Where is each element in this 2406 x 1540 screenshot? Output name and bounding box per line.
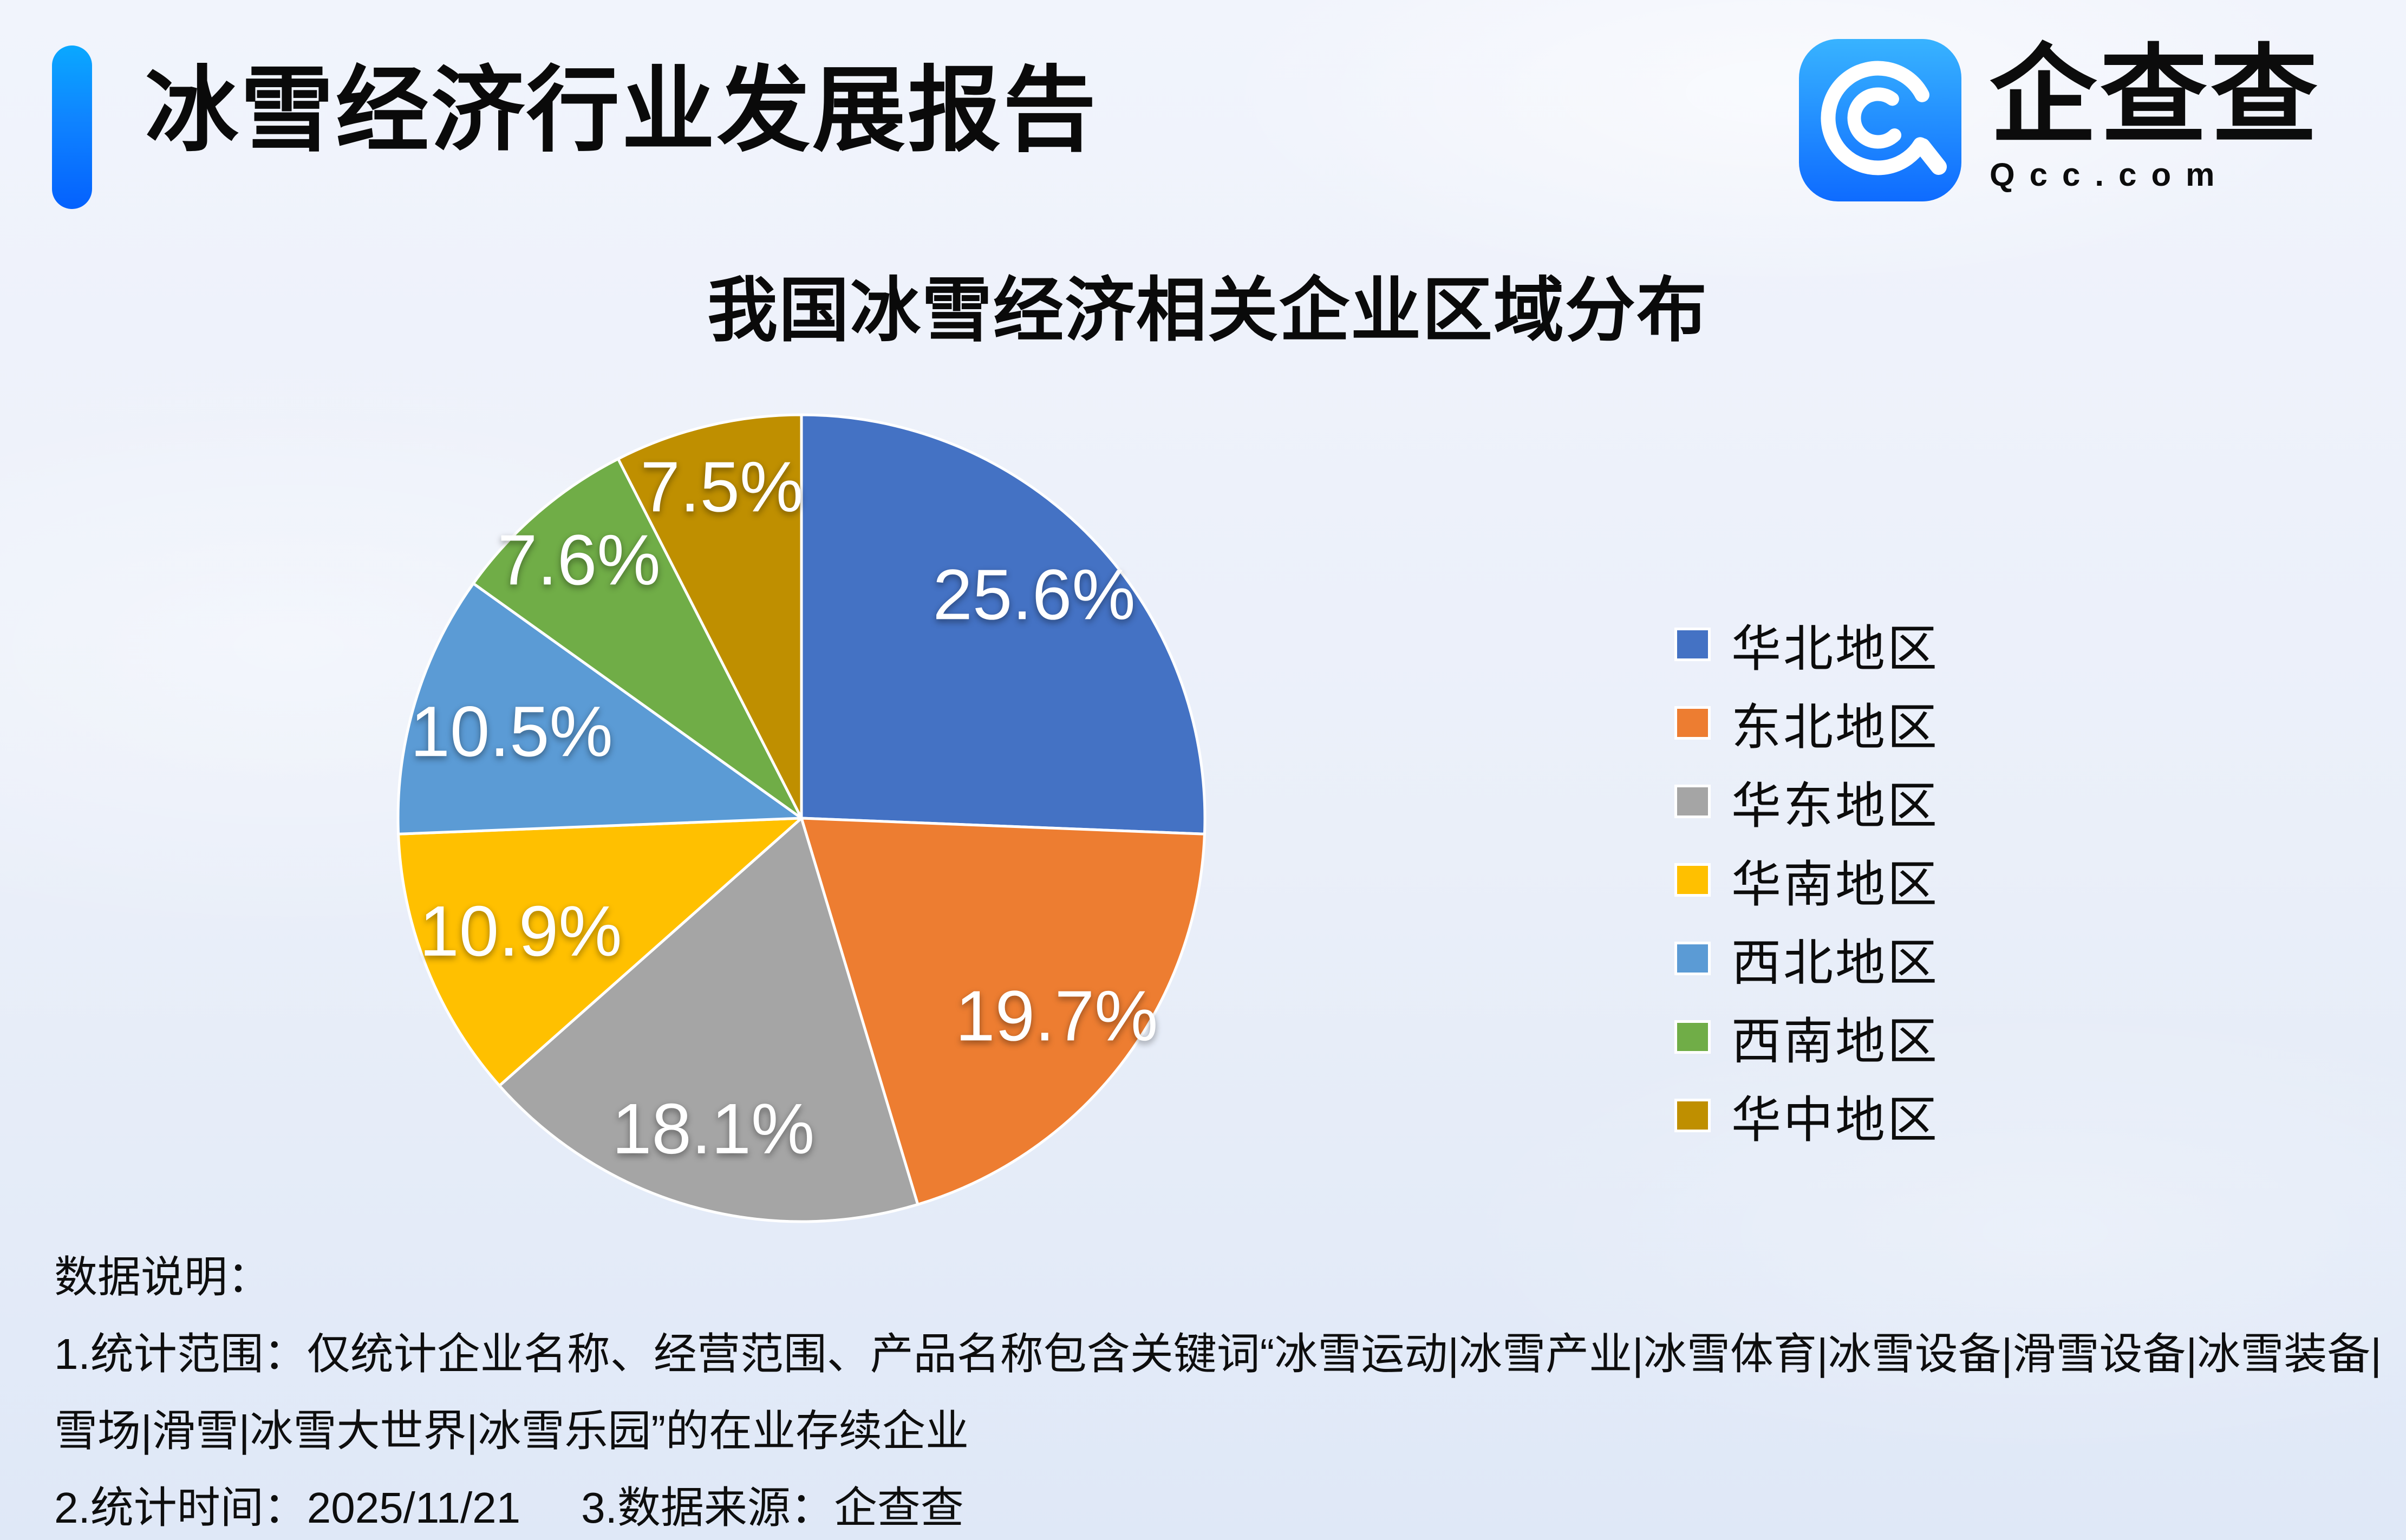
footnote-stat-time: 2.统计时间：2025/11/21	[54, 1484, 521, 1532]
chart-title: 我国冰雪经济相关企业区域分布	[707, 271, 1708, 350]
legend-label-东北地区: 东北地区	[1731, 700, 1940, 755]
legend-swatch-西北地区	[1674, 942, 1711, 975]
pie-label-华南地区: 10.9%	[419, 891, 622, 971]
legend-swatch-华中地区	[1674, 1099, 1711, 1132]
legend-item-华东地区: 华东地区	[1674, 775, 1939, 834]
legend-item-东北地区: 东北地区	[1674, 697, 1939, 755]
pie-slice-东北地区	[800, 817, 1206, 1206]
legend-item-西北地区: 西北地区	[1674, 932, 1939, 991]
legend-label-西南地区: 西南地区	[1731, 1014, 1940, 1069]
logo-text: 企查查 Qcc.com	[1990, 39, 2321, 193]
footnote-meta: 2.统计时间：2025/11/21 3.数据来源：企查查	[54, 1470, 2382, 1540]
qcc-logo: 企查查 Qcc.com	[1799, 39, 2321, 201]
pie-label-华中地区: 7.5%	[640, 447, 803, 526]
legend-swatch-华南地区	[1674, 863, 1711, 897]
pie-label-华东地区: 18.1%	[612, 1089, 814, 1169]
pie-slice-西南地区	[472, 457, 803, 820]
pie-slice-华中地区	[617, 413, 803, 820]
legend-item-华中地区: 华中地区	[1674, 1089, 1939, 1148]
legend-label-西北地区: 西北地区	[1731, 935, 1940, 991]
pie-slice-华东地区	[498, 817, 920, 1223]
logo-domain: Qcc.com	[1990, 156, 2229, 193]
legend-label-华南地区: 华南地区	[1731, 857, 1940, 912]
legend-item-西南地区: 西南地区	[1674, 1011, 1939, 1069]
legend-label-华中地区: 华中地区	[1731, 1092, 1940, 1148]
chart-legend: 华北地区东北地区华东地区华南地区西北地区西南地区华中地区	[1674, 618, 1939, 1148]
legend-label-华东地区: 华东地区	[1731, 778, 1940, 834]
footnote-scope-line2: 雪场|滑雪|冰雪大世界|冰雪乐园”的在业存续企业	[54, 1407, 969, 1455]
pie-slice-西北地区	[396, 582, 803, 836]
pie-label-西北地区: 10.5%	[410, 691, 613, 771]
footnotes: 数据说明： 1.统计范围：仅统计企业名称、经营范围、产品名称包含关键词“冰雪运动…	[54, 1239, 2382, 1540]
title-accent-bar	[52, 45, 92, 209]
footnote-scope-line1: 1.统计范围：仅统计企业名称、经营范围、产品名称包含关键词“冰雪运动|冰雪产业|…	[54, 1330, 2382, 1378]
legend-item-华南地区: 华南地区	[1674, 854, 1939, 912]
legend-swatch-华北地区	[1674, 628, 1711, 661]
footnote-source: 3.数据来源：企查查	[581, 1484, 964, 1532]
qcc-magnifier-icon	[1799, 39, 1961, 201]
pie-label-西南地区: 7.6%	[498, 520, 661, 599]
logo-name: 企查查	[1990, 36, 2321, 155]
legend-label-华北地区: 华北地区	[1731, 621, 1940, 677]
legend-swatch-华东地区	[1674, 785, 1711, 818]
legend-item-华北地区: 华北地区	[1674, 618, 1939, 677]
legend-swatch-东北地区	[1674, 706, 1711, 740]
page-title: 冰雪经济行业发展报告	[145, 58, 1098, 162]
pie-label-东北地区: 19.7%	[955, 976, 1158, 1055]
legend-swatch-西南地区	[1674, 1020, 1711, 1054]
pie-label-华北地区: 25.6%	[933, 554, 1135, 634]
footnote-heading: 数据说明：	[54, 1253, 271, 1301]
pie-slice-华北地区	[800, 413, 1207, 836]
pie-slice-华南地区	[397, 817, 803, 1087]
